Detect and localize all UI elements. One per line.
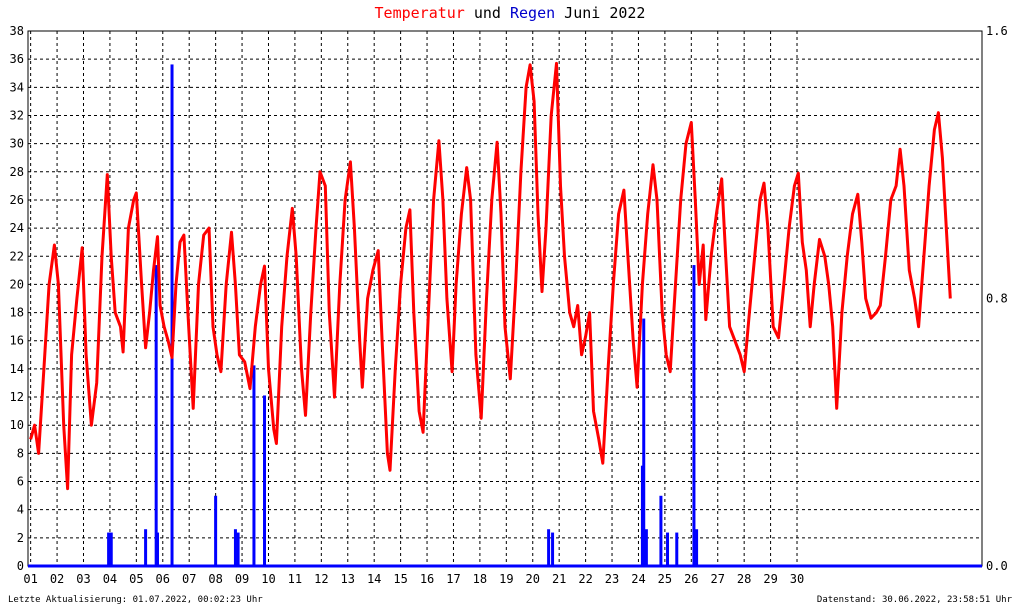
grid xyxy=(28,30,982,567)
rain-bar xyxy=(109,532,113,566)
rain-bar xyxy=(666,532,670,566)
x-tick-label: 01 xyxy=(23,572,37,586)
x-tick-label: 16 xyxy=(420,572,434,586)
x-tick-label: 09 xyxy=(235,572,249,586)
rain-bar xyxy=(695,529,699,566)
x-tick-label: 17 xyxy=(446,572,460,586)
y-tick-label: 0 xyxy=(17,559,24,573)
rain-bar xyxy=(236,532,240,566)
y-tick-label: 12 xyxy=(10,390,24,404)
x-tick-label: 24 xyxy=(631,572,645,586)
y-tick-label: 28 xyxy=(10,165,24,179)
x-tick-label: 02 xyxy=(50,572,64,586)
y-tick-label: 22 xyxy=(10,249,24,263)
rain-bar xyxy=(675,532,679,566)
x-tick-label: 30 xyxy=(790,572,804,586)
x-tick-label: 19 xyxy=(499,572,513,586)
y-tick-label: 26 xyxy=(10,193,24,207)
y-tick-label: 18 xyxy=(10,306,24,320)
y-tick-label: 14 xyxy=(10,362,24,376)
y-right-tick-label: 1.6 xyxy=(986,24,1008,38)
x-tick-label: 21 xyxy=(552,572,566,586)
rain-bar xyxy=(170,64,174,566)
x-tick-label: 23 xyxy=(605,572,619,586)
y-right-tick-label: 0.0 xyxy=(986,559,1008,573)
x-tick-label: 10 xyxy=(261,572,275,586)
x-tick-label: 03 xyxy=(76,572,90,586)
y-tick-label: 30 xyxy=(10,137,24,151)
y-tick-label: 16 xyxy=(10,334,24,348)
x-tick-label: 07 xyxy=(182,572,196,586)
title-month: Juni 2022 xyxy=(555,4,646,22)
x-tick-label: 15 xyxy=(393,572,407,586)
footer-last-update: Letzte Aktualisierung: 01.07.2022, 00:02… xyxy=(8,595,263,605)
x-tick-label: 13 xyxy=(341,572,355,586)
y-tick-label: 20 xyxy=(10,277,24,291)
rain-bars xyxy=(107,64,699,566)
x-tick-label: 26 xyxy=(684,572,698,586)
y-tick-label: 34 xyxy=(10,80,24,94)
x-tick-label: 05 xyxy=(129,572,143,586)
x-tick-label: 25 xyxy=(658,572,672,586)
y-tick-label: 38 xyxy=(10,24,24,38)
y-right-tick-label: 0.8 xyxy=(986,292,1008,306)
rain-bar xyxy=(263,395,267,566)
rain-bar xyxy=(144,529,148,566)
y-tick-label: 6 xyxy=(17,475,24,489)
x-tick-label: 06 xyxy=(156,572,170,586)
y-tick-label: 32 xyxy=(10,108,24,122)
y-tick-label: 8 xyxy=(17,446,24,460)
title-and: und xyxy=(464,4,510,22)
footer-data-status: Datenstand: 30.06.2022, 23:58:51 Uhr xyxy=(816,595,1012,605)
x-tick-label: 04 xyxy=(103,572,117,586)
rain-bar xyxy=(155,532,159,566)
y-axis-right: 0.0 0.8 1.6 xyxy=(986,24,1008,573)
x-tick-label: 20 xyxy=(526,572,540,586)
y-tick-label: 10 xyxy=(10,418,24,432)
rain-bar xyxy=(644,529,648,566)
x-tick-label: 11 xyxy=(288,572,302,586)
x-tick-label: 08 xyxy=(208,572,222,586)
rain-bar xyxy=(547,529,551,566)
rain-bar xyxy=(233,529,237,566)
y-tick-label: 4 xyxy=(17,503,24,517)
y-tick-label: 24 xyxy=(10,221,24,235)
y-tick-label: 36 xyxy=(10,52,24,66)
rain-bar xyxy=(692,265,696,566)
x-tick-label: 18 xyxy=(473,572,487,586)
rain-bar xyxy=(154,265,158,566)
temperature-line xyxy=(29,61,952,491)
rain-bar xyxy=(252,365,256,566)
x-tick-label: 14 xyxy=(367,572,381,586)
x-axis: 01 02 03 04 05 06 07 08 09 10 11 12 13 14 15 16 17 18 19 20… xyxy=(23,572,804,586)
x-tick-label: 22 xyxy=(578,572,592,586)
rain-bar xyxy=(214,495,218,566)
x-tick-label: 27 xyxy=(711,572,725,586)
rain-bar xyxy=(642,318,646,566)
x-tick-label: 28 xyxy=(737,572,751,586)
x-tick-label: 12 xyxy=(314,572,328,586)
title-temperature: Temperatur xyxy=(374,4,465,22)
y-tick-label: 2 xyxy=(17,531,24,545)
chart-title: Temperatur und Regen Juni 2022 xyxy=(0,4,1020,22)
title-rain: Regen xyxy=(510,4,556,22)
rain-bar xyxy=(659,495,663,566)
rain-bar xyxy=(551,532,555,566)
x-tick-label: 29 xyxy=(763,572,777,586)
rain-bar xyxy=(107,532,111,566)
